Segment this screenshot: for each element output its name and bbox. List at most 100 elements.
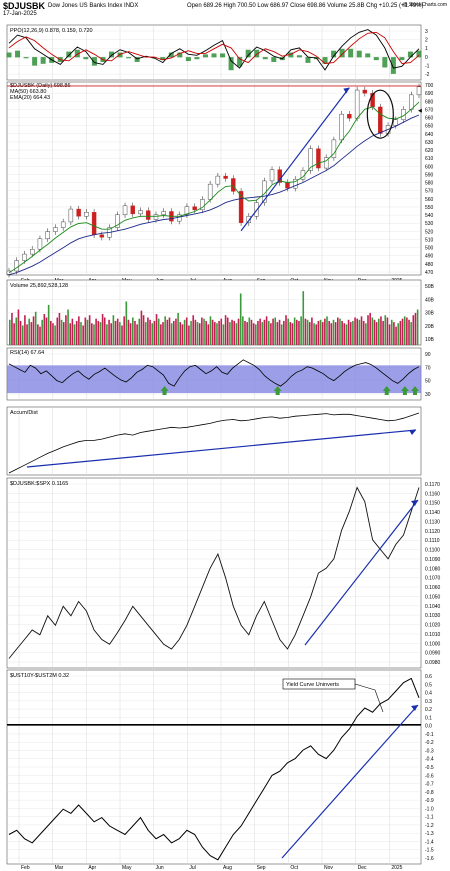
ratio-tick-label: 0.1030: [425, 613, 441, 619]
volume-bar: [315, 324, 318, 345]
volume-bar: [209, 316, 212, 345]
price-candle-body: [45, 231, 50, 240]
volume-bar: [257, 320, 259, 345]
volume-bar: [358, 319, 361, 345]
price-trend-arrow: [240, 87, 350, 232]
volume-bar: [185, 317, 188, 345]
volume-bar: [343, 323, 346, 345]
volume-bar: [110, 323, 113, 345]
volume-bar: [352, 320, 354, 345]
price-tick-label: 620: [425, 148, 434, 154]
volume-bar: [384, 315, 387, 345]
price-candle-body: [122, 205, 128, 215]
price-tick-label: 590: [425, 172, 434, 178]
volume-bar: [378, 318, 380, 345]
volume-bar: [52, 323, 54, 345]
volume-bar: [403, 316, 406, 345]
yield-tick-label: -1.5: [425, 848, 434, 854]
ppo-histogram-bar: [117, 52, 123, 58]
volume-bar: [390, 319, 393, 345]
volume-bar: [19, 320, 22, 345]
yield-tick-label: 0.4: [425, 691, 432, 697]
ppo-tick-label: 1: [425, 46, 428, 52]
price-candle-body: [153, 214, 159, 220]
volume-bar: [237, 318, 240, 345]
volume-bar: [160, 324, 162, 345]
ppo-histogram-bar: [331, 50, 337, 58]
price-candle-body: [293, 179, 298, 189]
volume-bar: [248, 317, 251, 345]
volume-bar: [386, 317, 389, 345]
volume-bar: [365, 323, 367, 345]
price-tick-label: 700: [425, 83, 434, 89]
volume-bar: [82, 325, 84, 345]
yield-annotation-pointer: [354, 683, 384, 713]
volume-bar: [408, 319, 410, 345]
price-tick-label: 580: [425, 181, 434, 187]
volume-bar: [127, 319, 130, 345]
ppo-histogram-bar: [399, 57, 405, 61]
volume-bar: [103, 317, 106, 345]
ppo-histogram-bar: [373, 57, 379, 61]
volume-bar: [62, 322, 65, 345]
price-tick-label: 670: [425, 107, 434, 113]
ppo-histogram-bar: [382, 57, 388, 68]
ratio-tick-label: 0.1010: [425, 632, 441, 638]
price-candle-body: [99, 234, 105, 238]
price-candle-body: [91, 212, 97, 235]
price-candle-body: [378, 106, 383, 134]
ppo-tick-label: 3: [425, 29, 428, 35]
price-candle-body: [238, 191, 244, 223]
price-legend-ema20: EMA(20) 664.43: [10, 95, 50, 101]
price-candle-body: [215, 175, 221, 185]
ppo-histogram-bar: [356, 50, 362, 58]
price-tick-label: 680: [425, 99, 434, 105]
ppo-histogram-bar: [91, 57, 97, 66]
rsi-tick-label: 50: [425, 379, 431, 385]
ratio-tick-label: 0.1040: [425, 604, 441, 610]
ppo-histogram-bar: [390, 57, 396, 74]
price-candle-body: [246, 216, 252, 223]
volume-bar: [30, 322, 33, 345]
instrument-name: Dow Jones US Banks Index INDX: [48, 3, 139, 9]
volume-bar: [45, 317, 48, 345]
ppo-histogram-bar: [83, 57, 89, 60]
ppo-histogram-bar: [74, 49, 80, 58]
ppo-histogram-bar: [177, 52, 183, 58]
yield-tick-label: -0.4: [425, 757, 434, 763]
volume-bar: [86, 319, 89, 345]
ratio-tick-label: 0.1060: [425, 585, 441, 591]
volume-bar: [371, 317, 374, 345]
rsi-green-arrow: [411, 386, 419, 395]
volume-bar: [162, 322, 164, 345]
volume-bar: [177, 312, 179, 345]
chart-date: 17-Jan-2025: [3, 11, 37, 17]
symbol: $DJUSBK: [3, 1, 46, 11]
price-candle-body: [76, 208, 81, 217]
price-candle-body: [130, 205, 135, 215]
price-candle-body: [354, 89, 360, 119]
price-tick-label: 490: [425, 254, 434, 260]
yield-tick-label: -0.1: [425, 732, 434, 738]
volume-bar: [341, 320, 343, 345]
price-candle-body: [146, 210, 151, 220]
volume-bar: [263, 319, 266, 345]
yield-legend: $UST10Y-$UST2M 0.32: [10, 673, 69, 679]
ppo-legend: PPO(12,26,9) 0.878, 0.159, 0.720: [10, 28, 93, 34]
price-candle-body: [37, 238, 43, 250]
ratio-tick-label: 0.1090: [425, 557, 441, 563]
volume-bar: [78, 316, 80, 345]
price-candle-body: [161, 211, 166, 215]
ppo-histogram-bar: [168, 52, 174, 58]
ppo-histogram-bar: [194, 57, 200, 60]
volume-bar: [203, 318, 205, 345]
volume-bar: [259, 318, 261, 345]
volume-bar: [149, 319, 151, 345]
volume-bar: [216, 323, 218, 345]
yield-x-label: Dec: [358, 865, 367, 871]
ppo-histogram-bar: [365, 53, 371, 58]
volume-bar: [229, 322, 231, 345]
yield-x-label: Oct: [290, 865, 298, 871]
volume-tick-label: 50B: [425, 284, 435, 290]
price-line-ma50: [8, 114, 420, 276]
